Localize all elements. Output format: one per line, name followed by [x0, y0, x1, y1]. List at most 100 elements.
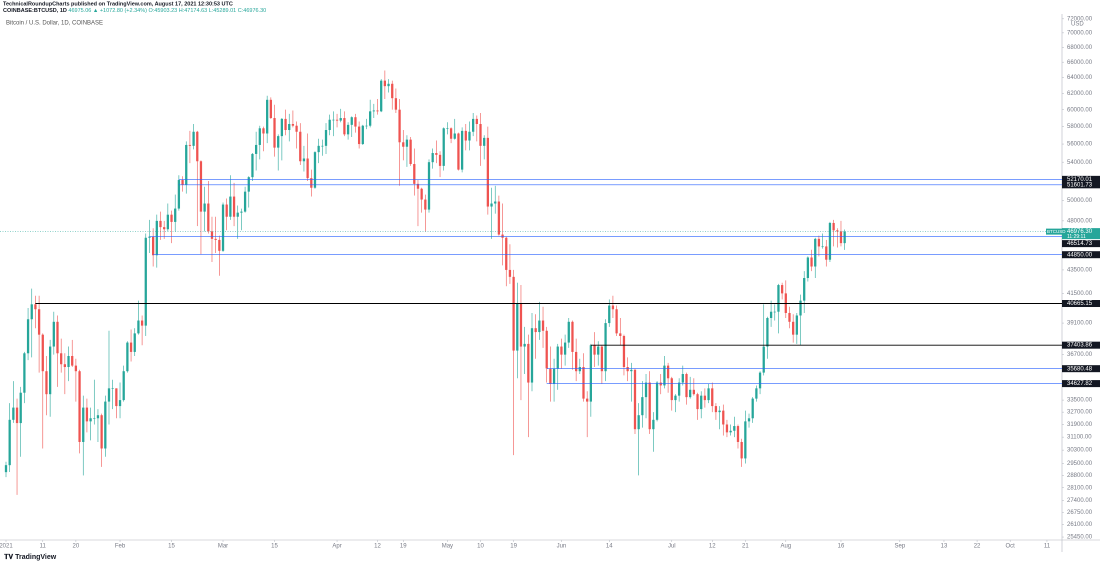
candle-body: [552, 368, 556, 384]
candle-body: [133, 333, 136, 352]
candle-body: [324, 130, 328, 146]
candle-body: [677, 382, 681, 396]
candle-body: [622, 335, 626, 368]
x-tick-label: May: [442, 544, 453, 550]
candle-body: [700, 395, 703, 410]
candle-body: [214, 238, 217, 240]
candle-body: [71, 355, 74, 366]
candle-body: [100, 415, 103, 449]
candle-body: [803, 278, 806, 301]
candle-body: [648, 382, 651, 430]
candle-body: [545, 330, 548, 369]
candle-body: [262, 128, 265, 134]
candle-body: [589, 345, 592, 402]
candle-body: [299, 131, 302, 162]
x-tick-label: 13: [941, 544, 948, 550]
candle-body: [457, 133, 460, 170]
candle-body: [424, 199, 427, 210]
candle-body: [718, 410, 721, 413]
candle-body: [243, 191, 247, 212]
candle-body: [60, 353, 63, 365]
candle-body: [468, 131, 471, 141]
candle-body: [497, 201, 501, 235]
x-tick-label: 15: [271, 544, 278, 550]
x-tick-label: 19: [400, 544, 407, 550]
candle-body: [516, 303, 519, 351]
candle-body: [486, 137, 490, 207]
candle-body: [608, 305, 611, 324]
candle-body: [30, 304, 33, 320]
candle-body: [512, 276, 515, 351]
x-tick-label: 15: [168, 544, 175, 550]
candle-body: [207, 203, 210, 232]
publisher: TechnicalRoundupCharts published on Trad…: [3, 1, 233, 7]
y-tick-label: 64000.00: [1067, 75, 1093, 81]
candle-body: [659, 382, 662, 386]
y-tick-label: 31100.00: [1067, 435, 1092, 441]
candle-body: [453, 133, 456, 139]
candle-body: [788, 312, 791, 322]
candle-body: [155, 220, 158, 256]
candle-body: [328, 119, 331, 131]
y-tick-label: 54000.00: [1067, 160, 1093, 166]
candle-body: [269, 99, 272, 119]
level-label-box: [1062, 175, 1100, 183]
y-tick-label: 58000.00: [1067, 124, 1093, 130]
candle-body: [777, 285, 780, 312]
candle-body: [475, 118, 478, 124]
candle-body: [232, 196, 236, 217]
x-tick-label: 20: [73, 544, 80, 550]
y-tick-label: 28100.00: [1067, 485, 1093, 491]
x-tick-label: 22: [974, 544, 981, 550]
x-tick-label: 11: [1044, 544, 1051, 550]
candle-body: [655, 382, 659, 420]
candle-body: [527, 343, 530, 383]
price-tag-box: [1062, 228, 1100, 240]
symbol: COINBASE:BTCUSD, 1D: [3, 8, 67, 14]
candle-body: [637, 415, 640, 430]
candle-body: [140, 320, 144, 326]
candle-body: [8, 419, 11, 466]
candle-body: [266, 99, 269, 134]
candle-body: [630, 369, 633, 372]
candle-body: [67, 355, 70, 368]
candle-body: [291, 123, 295, 126]
quote: 46975.06 ▲ +1072.80 (+2.34%): [68, 8, 147, 14]
candle-body: [174, 208, 177, 222]
y-tick-label: 70000.00: [1067, 30, 1093, 36]
price-tag-symbol: BTCUSD: [1047, 229, 1066, 234]
candle-body: [508, 269, 512, 277]
candle-body: [144, 237, 147, 326]
candle-body: [501, 234, 504, 238]
y-tick-label: 48000.00: [1067, 218, 1093, 224]
candle-body: [538, 320, 541, 333]
candle-body: [163, 227, 166, 230]
y-tick-label: 31900.00: [1067, 422, 1093, 428]
candle-body: [313, 152, 317, 188]
x-tick-label: 19: [510, 544, 517, 550]
candle-body: [365, 125, 368, 127]
y-tick-label: 62000.00: [1067, 91, 1093, 97]
candle-body: [166, 214, 169, 230]
candle-body: [427, 162, 431, 210]
level-label: 35680.48: [1067, 366, 1093, 372]
candle-body: [644, 382, 648, 398]
candle-body: [181, 180, 184, 185]
candle-body: [387, 83, 390, 87]
candle-body: [34, 304, 37, 310]
candle-body: [821, 246, 824, 248]
candle-body: [26, 319, 30, 354]
x-tick-label: Feb: [115, 544, 126, 550]
candle-body: [740, 441, 743, 459]
y-tick-label: 30300.00: [1067, 448, 1093, 454]
candle-body: [666, 365, 670, 379]
candle-body: [663, 365, 666, 386]
candle-body: [696, 394, 699, 410]
candle-body: [409, 139, 412, 165]
y-tick-label: 41500.00: [1067, 291, 1093, 297]
y-tick-label: 28800.00: [1067, 473, 1093, 479]
candle-body: [12, 407, 15, 420]
candle-body: [633, 369, 637, 430]
